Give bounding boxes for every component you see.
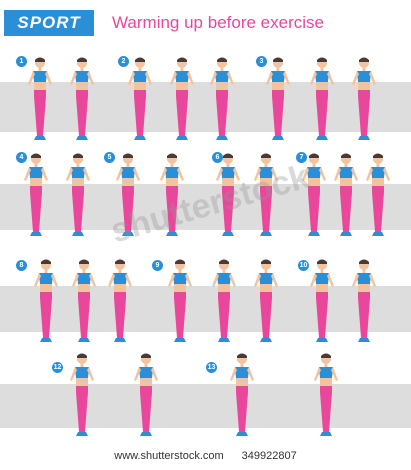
step-badge: 9 bbox=[152, 260, 163, 271]
exercise-figure bbox=[306, 258, 338, 348]
exercise-figure bbox=[306, 56, 338, 146]
step-badge: 6 bbox=[212, 152, 223, 163]
exercise-figure bbox=[130, 352, 162, 442]
footer-image-id: 349922807 bbox=[241, 450, 297, 462]
exercise-figure bbox=[30, 258, 62, 348]
row-band bbox=[0, 384, 411, 428]
exercise-figure bbox=[166, 56, 198, 146]
exercise-figure bbox=[104, 258, 136, 348]
row-band bbox=[0, 286, 411, 332]
footer: www.shutterstock.com 349922807 bbox=[0, 450, 411, 462]
exercise-figure bbox=[250, 258, 282, 348]
step-badge: 2 bbox=[118, 56, 129, 67]
step-badge: 1 bbox=[16, 56, 27, 67]
step-badge: 3 bbox=[256, 56, 267, 67]
exercise-figure bbox=[66, 56, 98, 146]
step-badge: 7 bbox=[296, 152, 307, 163]
exercise-figure bbox=[164, 258, 196, 348]
exercise-figure bbox=[362, 152, 394, 242]
exercise-figure bbox=[124, 56, 156, 146]
footer-site: www.shutterstock.com bbox=[114, 450, 224, 462]
exercise-figure bbox=[348, 56, 380, 146]
exercise-figure bbox=[348, 258, 380, 348]
step-badge: 5 bbox=[104, 152, 115, 163]
step-badge: 10 bbox=[298, 260, 309, 271]
exercise-figure bbox=[206, 56, 238, 146]
exercise-figure bbox=[24, 56, 56, 146]
exercise-figure bbox=[262, 56, 294, 146]
step-badge: 4 bbox=[16, 152, 27, 163]
exercise-figure bbox=[310, 352, 342, 442]
step-badge: 13 bbox=[206, 362, 217, 373]
page-title: Warming up before exercise bbox=[112, 13, 324, 32]
step-badge: 8 bbox=[16, 260, 27, 271]
sport-badge: SPORT bbox=[4, 10, 94, 36]
exercise-figure bbox=[208, 258, 240, 348]
exercise-figure bbox=[226, 352, 258, 442]
exercise-figure bbox=[66, 352, 98, 442]
exercise-figure bbox=[20, 152, 52, 242]
step-badge: 12 bbox=[52, 362, 63, 373]
exercise-figure bbox=[68, 258, 100, 348]
row-band bbox=[0, 82, 411, 132]
